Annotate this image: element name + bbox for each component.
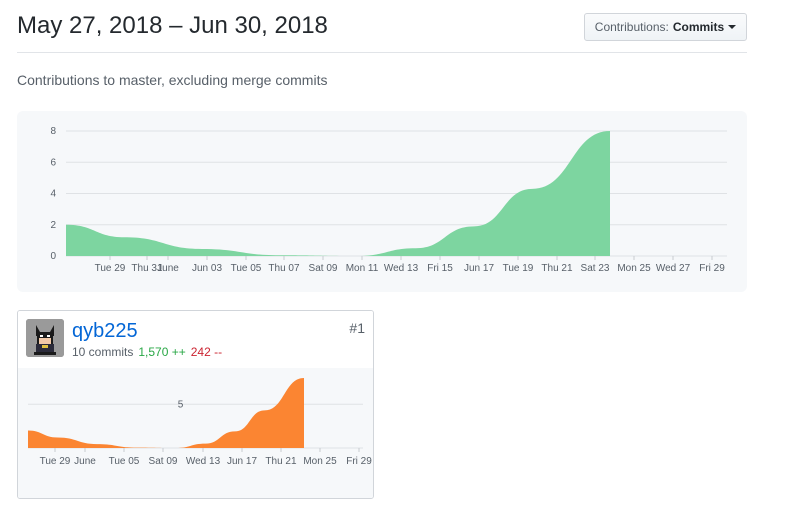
x-tick-label: Thu 07 <box>268 263 300 274</box>
batman-avatar-icon <box>26 319 64 357</box>
contributor-chart-svg: 5 Tue 29 June Tue 05 Sat 09 Wed 13 Jun 17 Thu 2… <box>28 378 372 467</box>
y-tick-label: 0 <box>50 251 56 262</box>
contributor-card: qyb225 10 commits 1,570 ++ 242 -- #1 5 Tue … <box>17 310 374 499</box>
contributor-chart: 5 Tue 29 June Tue 05 Sat 09 Wed 13 Jun 17 Thu 2… <box>18 368 373 498</box>
y-tick-label: 8 <box>50 126 56 137</box>
y-tick-label: 2 <box>50 220 56 231</box>
x-tick-label: Wed 27 <box>656 263 691 274</box>
x-tick-label: Mon 25 <box>303 456 337 467</box>
chart-subtitle: Contributions to master, excluding merge… <box>17 72 328 88</box>
x-tick-label: Jun 17 <box>464 263 494 274</box>
commit-count: 10 commits <box>72 345 134 359</box>
x-tick-label: Tue 05 <box>231 263 262 274</box>
x-tick-label: Thu 31 <box>131 263 163 274</box>
page-title: May 27, 2018 – Jun 30, 2018 <box>17 12 328 39</box>
contributor-header: qyb225 10 commits 1,570 ++ 242 -- #1 <box>18 311 373 369</box>
main-contributions-chart: 0 2 4 6 8 Tue 29 Thu 31 June Jun 03 Tue 05 Thu 07 S… <box>17 111 747 292</box>
x-tick-label: Wed 13 <box>186 456 221 467</box>
x-tick-label: Sat 23 <box>581 263 610 274</box>
x-tick-label: Sat 09 <box>149 456 178 467</box>
x-tick-label: Jun 17 <box>227 456 257 467</box>
x-tick-label: Thu 21 <box>541 263 573 274</box>
x-tick-label: Wed 13 <box>384 263 419 274</box>
x-tick-label: Tue 29 <box>40 456 71 467</box>
caret-down-icon <box>728 25 737 29</box>
x-tick-label: Fri 15 <box>427 263 453 274</box>
x-tick-label: Fri 29 <box>346 456 372 467</box>
x-tick-label: Tue 05 <box>109 456 140 467</box>
x-tick-label: Mon 25 <box>617 263 651 274</box>
contributor-stats: 10 commits 1,570 ++ 242 -- <box>72 345 222 359</box>
y-tick-label: 5 <box>178 399 184 410</box>
contributions-label: Contributions: <box>594 20 669 34</box>
x-tick-label: Jun 03 <box>192 263 222 274</box>
x-tick-label: Tue 29 <box>95 263 126 274</box>
series-area-1 <box>28 378 304 448</box>
x-tick-label: Sat 09 <box>309 263 338 274</box>
x-tick-label: Tue 19 <box>503 263 534 274</box>
header-divider <box>17 52 747 53</box>
x-tick-label: June <box>74 456 96 467</box>
contributor-rank: #1 <box>349 320 365 336</box>
y-tick-label: 4 <box>50 189 56 200</box>
x-tick-label: Thu 21 <box>265 456 297 467</box>
deletions-count: 242 -- <box>190 345 223 359</box>
contributor-username-link[interactable]: qyb225 <box>72 320 138 342</box>
contributions-dropdown-button[interactable]: Contributions: Commits <box>584 13 747 41</box>
series-area-0 <box>66 131 610 256</box>
x-tick-label: Fri 29 <box>699 263 725 274</box>
additions-count: 1,570 ++ <box>138 345 186 359</box>
x-tick-label: June <box>157 263 179 274</box>
x-tick-label: Mon 11 <box>346 263 379 274</box>
contributions-value: Commits <box>672 20 725 34</box>
avatar[interactable] <box>26 319 64 357</box>
y-tick-label: 6 <box>50 157 56 168</box>
